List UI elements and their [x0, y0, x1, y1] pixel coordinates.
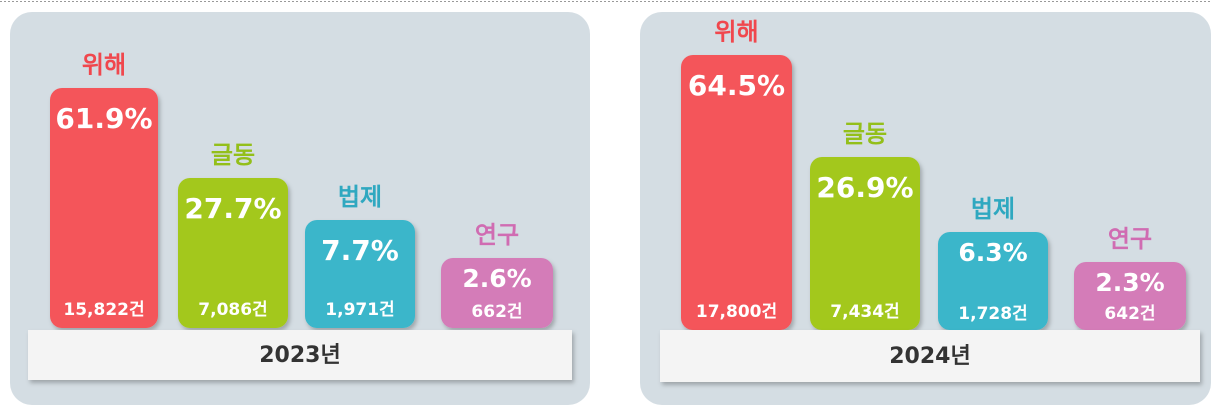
category-label: 법제 — [971, 195, 1015, 223]
category-label: 연구 — [475, 221, 519, 249]
percent-label: 26.9% — [816, 171, 913, 204]
bar — [50, 88, 158, 328]
bar — [178, 178, 288, 328]
percent-label: 6.3% — [958, 238, 1027, 267]
bar — [810, 157, 920, 330]
count-label: 642건 — [1104, 304, 1155, 324]
percent-label: 27.7% — [184, 192, 281, 225]
count-label: 1,971건 — [325, 300, 394, 320]
category-label: 글동 — [211, 141, 255, 169]
category-label: 법제 — [338, 183, 382, 211]
year-label: 2024년 — [889, 344, 970, 369]
category-label: 글동 — [843, 120, 887, 148]
count-label: 17,800건 — [696, 302, 777, 322]
bar — [441, 258, 553, 328]
category-label: 위해 — [82, 51, 126, 79]
year-label: 2023년 — [259, 343, 340, 368]
category-label: 위해 — [714, 18, 758, 46]
percent-label: 2.3% — [1095, 268, 1164, 297]
bar — [938, 232, 1048, 330]
category-label: 연구 — [1108, 225, 1152, 253]
year-bar — [28, 330, 572, 380]
count-label: 15,822건 — [63, 300, 144, 320]
count-label: 662건 — [471, 302, 522, 322]
bar — [305, 220, 415, 328]
year-bar — [660, 330, 1200, 382]
bar — [681, 55, 792, 330]
bar — [1074, 262, 1186, 330]
percent-label: 64.5% — [688, 69, 785, 102]
percent-label: 7.7% — [321, 234, 399, 267]
count-label: 7,434건 — [830, 302, 899, 322]
percent-label: 61.9% — [55, 102, 152, 135]
percent-label: 2.6% — [462, 264, 531, 293]
count-label: 1,728건 — [958, 304, 1027, 324]
count-label: 7,086건 — [198, 300, 267, 320]
